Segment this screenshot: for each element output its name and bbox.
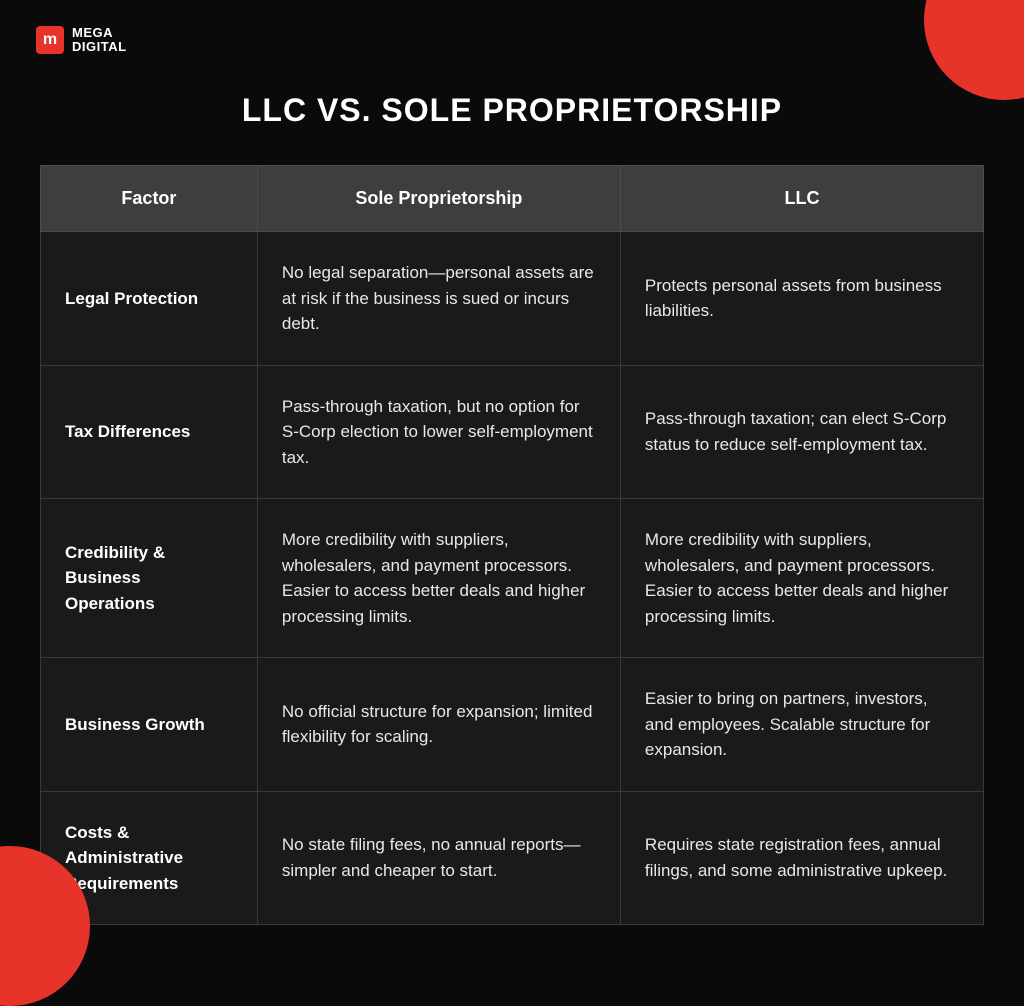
factor-cell: Business Growth [41, 658, 258, 792]
table-row: Legal Protection No legal separation—per… [41, 232, 984, 366]
logo: m MEGA DIGITAL [36, 26, 127, 54]
llc-cell: Requires state registration fees, annual… [620, 791, 983, 925]
table-row: Business Growth No official structure fo… [41, 658, 984, 792]
llc-cell: Protects personal assets from business l… [620, 232, 983, 366]
table-header-row: Factor Sole Proprietorship LLC [41, 166, 984, 232]
factor-cell: Credibility & Business Operations [41, 499, 258, 658]
sp-cell: More credibility with suppliers, wholesa… [257, 499, 620, 658]
comparison-table-wrap: Factor Sole Proprietorship LLC Legal Pro… [40, 165, 984, 925]
comparison-table: Factor Sole Proprietorship LLC Legal Pro… [40, 165, 984, 925]
sp-cell: Pass-through taxation, but no option for… [257, 365, 620, 499]
table-row: Credibility & Business Operations More c… [41, 499, 984, 658]
logo-line2: DIGITAL [72, 40, 127, 54]
llc-cell: More credibility with suppliers, wholesa… [620, 499, 983, 658]
factor-cell: Tax Differences [41, 365, 258, 499]
logo-line1: MEGA [72, 26, 127, 40]
sp-cell: No official structure for expansion; lim… [257, 658, 620, 792]
page-title: LLC VS. SOLE PROPRIETORSHIP [0, 0, 1024, 129]
factor-cell: Legal Protection [41, 232, 258, 366]
sp-cell: No legal separation—personal assets are … [257, 232, 620, 366]
col-header-llc: LLC [620, 166, 983, 232]
table-row: Costs & Administrative Requirements No s… [41, 791, 984, 925]
sp-cell: No state filing fees, no annual reports—… [257, 791, 620, 925]
table-row: Tax Differences Pass-through taxation, b… [41, 365, 984, 499]
logo-icon: m [36, 26, 64, 54]
logo-text: MEGA DIGITAL [72, 26, 127, 53]
llc-cell: Pass-through taxation; can elect S-Corp … [620, 365, 983, 499]
col-header-sp: Sole Proprietorship [257, 166, 620, 232]
llc-cell: Easier to bring on partners, investors, … [620, 658, 983, 792]
col-header-factor: Factor [41, 166, 258, 232]
